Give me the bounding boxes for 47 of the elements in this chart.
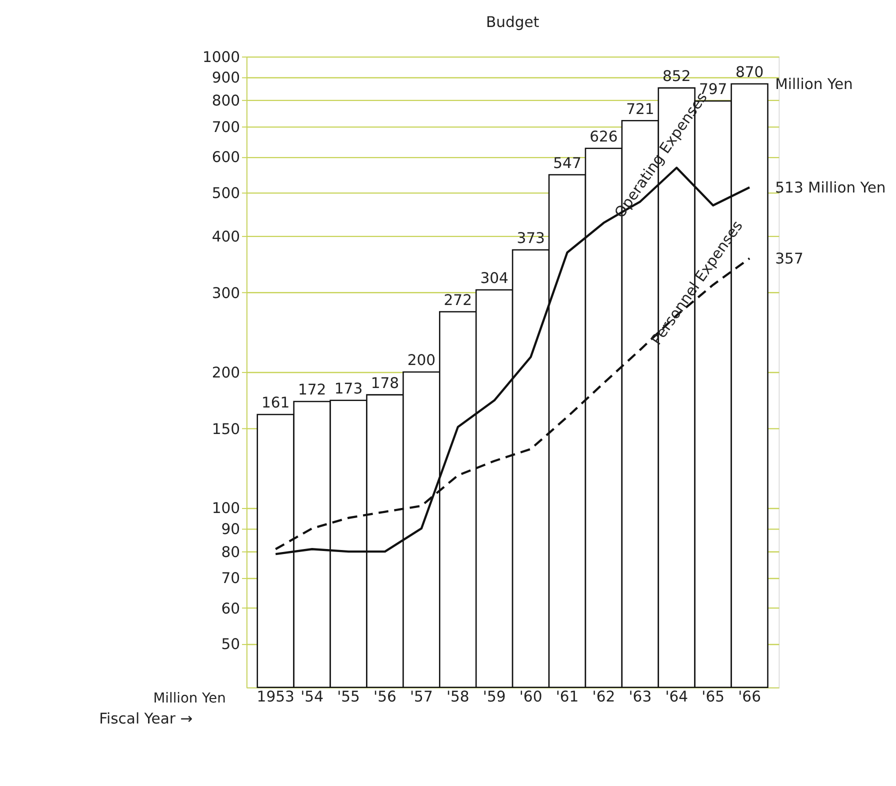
y-tick-label: 90 — [221, 520, 240, 538]
data-label: 172 — [298, 382, 326, 399]
x-tick-label: '55 — [337, 688, 360, 706]
x-tick-label: '59 — [482, 688, 506, 706]
y-tick-label: 70 — [221, 570, 240, 588]
x-tick-label: '57 — [410, 688, 433, 706]
x-tick-label: '60 — [519, 688, 542, 706]
data-label: 870 — [735, 64, 764, 81]
y-tick-label: 300 — [212, 284, 240, 302]
y-tick-label: 900 — [212, 70, 240, 87]
x-tick-label: '66 — [738, 688, 761, 706]
data-label: 513 Million Yen — [775, 179, 886, 196]
x-tick-label: '62 — [592, 688, 616, 706]
data-label: 272 — [444, 292, 472, 309]
data-label: 161 — [261, 394, 290, 412]
data-label: 200 — [407, 352, 436, 370]
data-label: 721 — [626, 100, 654, 118]
x-tick-label: '64 — [665, 688, 688, 706]
y-tick-label: 600 — [212, 149, 240, 166]
x-tick-label: '54 — [300, 688, 324, 706]
data-label: 357 — [775, 250, 804, 268]
y-tick-label: 400 — [212, 228, 240, 246]
x-tick-label: '61 — [556, 688, 579, 706]
y-tick-label: 60 — [221, 600, 240, 618]
data-label: 626 — [590, 128, 618, 146]
x-tick-label: '58 — [446, 688, 470, 706]
x-tick-label: '65 — [702, 688, 725, 706]
x-tick-label: '63 — [628, 688, 652, 706]
y-tick-label: 80 — [221, 544, 240, 561]
y-tick-label: 700 — [212, 118, 240, 136]
y-tick-label: 500 — [212, 184, 240, 202]
y-tick-label: 1000 — [202, 48, 240, 66]
chart-title: Budget — [486, 14, 540, 31]
data-label: 304 — [480, 270, 508, 288]
x-axis-title: Fiscal Year → — [99, 710, 193, 728]
y-tick-label: 100 — [212, 500, 240, 518]
y-tick-label: 200 — [212, 364, 240, 382]
y-tick-label: 50 — [221, 636, 240, 654]
data-label: 173 — [334, 380, 363, 398]
x-tick-label: '56 — [374, 688, 396, 706]
data-label: 178 — [370, 374, 400, 392]
y-tick-label: 800 — [212, 92, 240, 110]
y-tick-label: 150 — [212, 420, 240, 438]
data-label: 547 — [553, 154, 582, 172]
y-axis-title: Million Yen — [153, 690, 226, 707]
annotation: Million Yen — [775, 76, 853, 93]
x-tick-label: 1953 — [256, 688, 294, 706]
